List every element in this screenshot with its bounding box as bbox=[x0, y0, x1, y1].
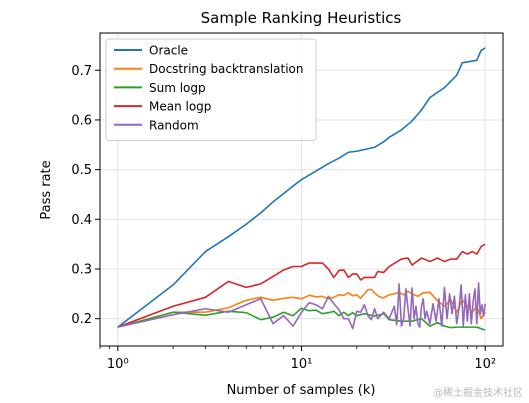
y-tick-label: 0.2 bbox=[71, 312, 92, 327]
legend-label: Random bbox=[149, 118, 199, 132]
x-tick-label: 10⁰ bbox=[107, 357, 129, 372]
series-line-mean-logp bbox=[117, 243, 486, 328]
legend-label: Docstring backtranslation bbox=[149, 62, 303, 76]
legend-label: Mean logp bbox=[149, 100, 211, 114]
x-tick-label: 10¹ bbox=[291, 357, 313, 372]
legend: Oracle Docstring backtranslation Sum logp M… bbox=[105, 38, 317, 141]
y-tick-label: 0.5 bbox=[71, 163, 92, 178]
y-tick-label: 0.7 bbox=[71, 64, 92, 79]
y-tick-label: 0.4 bbox=[71, 213, 92, 228]
chart-title: Sample Ranking Heuristics bbox=[201, 9, 402, 27]
legend-label: Sum logp bbox=[149, 81, 206, 95]
series-line-random bbox=[117, 282, 486, 330]
y-axis-label: Pass rate bbox=[39, 160, 54, 219]
series-line-sum-logp bbox=[117, 307, 486, 331]
legend-label: Oracle bbox=[149, 44, 188, 58]
x-axis-label: Number of samples (k) bbox=[227, 383, 376, 398]
y-tick-label: 0.6 bbox=[71, 113, 92, 128]
y-tick-label: 0.3 bbox=[71, 262, 92, 277]
axes: 0.2 0.3 0.4 0.5 0.6 0.7 10⁰ 10¹ 10² bbox=[71, 64, 496, 372]
x-tick-label: 10² bbox=[474, 357, 496, 372]
legend-box bbox=[105, 38, 317, 141]
series-line-oracle bbox=[117, 47, 486, 328]
series-layer bbox=[117, 47, 486, 331]
watermark: @稀土掘金技术社区 bbox=[433, 388, 523, 399]
